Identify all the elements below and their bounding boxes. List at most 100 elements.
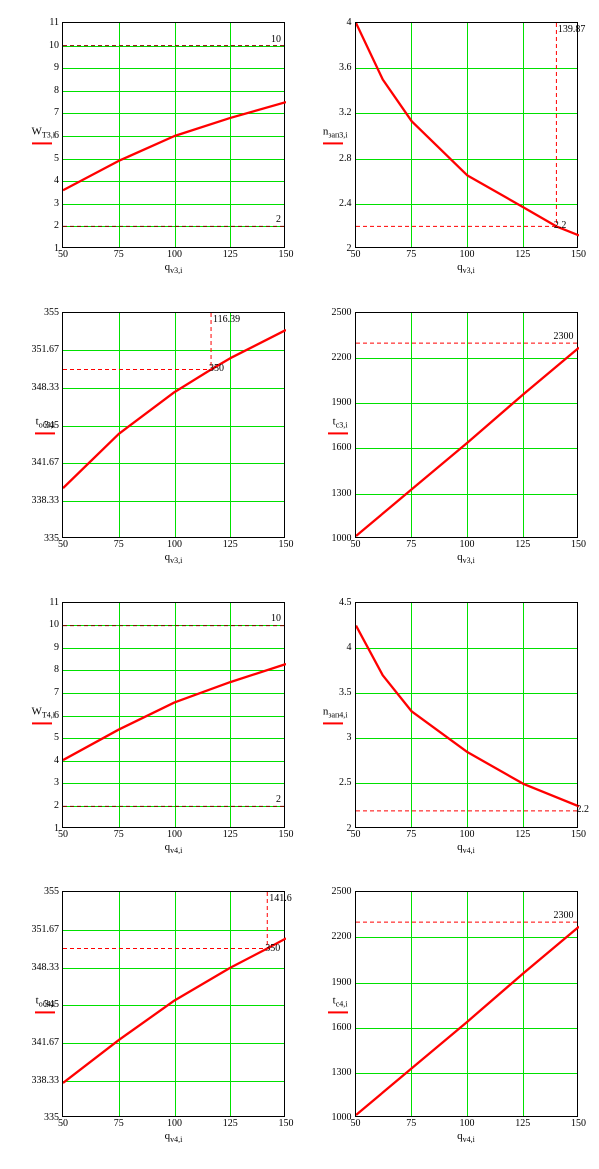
y-tick-label: 338.33	[32, 496, 60, 506]
x-tick-label: 75	[114, 250, 124, 260]
y-tick-label: 7	[54, 688, 59, 698]
y-tick-label: 2	[347, 824, 352, 834]
x-axis-label: qv4,i	[165, 841, 183, 855]
y-tick-label: 11	[49, 598, 59, 608]
y-tick-label: 4	[347, 18, 352, 28]
x-tick-label: 75	[114, 830, 124, 840]
x-tick-label: 100	[460, 250, 475, 260]
y-tick-label: 1	[54, 824, 59, 834]
y-tick-label: 1900	[332, 398, 352, 408]
annotation-label: 116.39	[213, 315, 240, 325]
x-tick-label: 150	[279, 830, 294, 840]
x-tick-label: 150	[279, 1119, 294, 1129]
y-tick-label: 351.67	[32, 345, 60, 355]
y-tick-label: 3	[347, 733, 352, 743]
data-curve	[356, 347, 579, 535]
x-tick-label: 75	[406, 250, 416, 260]
data-curve	[63, 330, 286, 488]
y-tick-label: 1	[54, 244, 59, 254]
chart-cell: 5075100125150335338.33341.67345348.33351…	[16, 308, 291, 568]
data-curve	[356, 625, 579, 806]
annotation-label: 2	[276, 795, 281, 805]
y-axis-label: tоб3,i	[35, 415, 55, 434]
plot-area: 5075100125150100013001600190022002500230…	[355, 312, 578, 538]
y-tick-label: 2500	[332, 887, 352, 897]
x-tick-label: 50	[58, 540, 68, 550]
y-axis-label: nзап3,i	[323, 125, 348, 144]
annotation-label: 2	[276, 215, 281, 225]
annotation-label: 10	[271, 35, 281, 45]
x-axis-label: qv3,i	[165, 261, 183, 275]
y-tick-label: 9	[54, 643, 59, 653]
x-tick-label: 125	[223, 1119, 238, 1129]
x-tick-label: 125	[223, 830, 238, 840]
y-tick-label: 1300	[332, 489, 352, 499]
x-tick-label: 100	[167, 1119, 182, 1129]
chart-cell: 5075100125150100013001600190022002500230…	[309, 308, 584, 568]
x-tick-label: 125	[515, 250, 530, 260]
y-tick-label: 8	[54, 665, 59, 675]
x-tick-label: 50	[351, 830, 361, 840]
y-axis-label: tc4,i	[328, 995, 348, 1014]
annotation-label: 139.87	[558, 25, 586, 35]
y-tick-label: 2.5	[339, 778, 352, 788]
y-tick-label: 1900	[332, 978, 352, 988]
y-tick-label: 2	[54, 801, 59, 811]
curve-layer	[63, 603, 286, 829]
x-tick-label: 75	[406, 540, 416, 550]
y-axis-label: tоб4,i	[35, 995, 55, 1014]
x-axis-label: qv3,i	[165, 551, 183, 565]
y-tick-label: 2200	[332, 353, 352, 363]
curve-layer	[63, 23, 286, 249]
plot-area: 507510012515022.42.83.23.642.2139.87qv3,…	[355, 22, 578, 248]
chart-cell: 50751001251501234567891011102qv4,iWT4,i	[16, 598, 291, 858]
x-tick-label: 125	[515, 830, 530, 840]
chart-grid-page: 50751001251501234567891011102qv3,iWT3,i5…	[0, 0, 599, 1169]
x-tick-label: 100	[167, 540, 182, 550]
plot-area: 50751001251501234567891011102qv4,iWT4,i	[62, 602, 285, 828]
y-tick-label: 2	[347, 244, 352, 254]
plot-area: 5075100125150100013001600190022002500230…	[355, 891, 578, 1117]
y-axis-label: nзап4,i	[323, 705, 348, 724]
x-tick-label: 100	[460, 540, 475, 550]
annotation-label: 10	[271, 614, 281, 624]
y-tick-label: 355	[44, 308, 59, 318]
y-tick-label: 348.33	[32, 963, 60, 973]
y-tick-label: 4	[54, 176, 59, 186]
x-tick-label: 150	[571, 250, 586, 260]
y-tick-label: 1300	[332, 1068, 352, 1078]
y-tick-label: 5	[54, 733, 59, 743]
y-tick-label: 2	[54, 221, 59, 231]
chart-cell: 5075100125150335338.33341.67345348.33351…	[16, 887, 291, 1147]
chart-cell: 507510012515022.533.544.52.2qv4,inзап4,i	[309, 598, 584, 858]
x-tick-label: 125	[223, 250, 238, 260]
y-tick-label: 341.67	[32, 1038, 60, 1048]
data-curve	[63, 939, 286, 1084]
x-axis-label: qv4,i	[165, 1130, 183, 1144]
x-tick-label: 150	[279, 250, 294, 260]
y-tick-label: 10	[49, 620, 59, 630]
x-tick-label: 150	[571, 1119, 586, 1129]
annotation-label: 2.2	[577, 805, 590, 815]
y-tick-label: 2500	[332, 308, 352, 318]
x-tick-label: 100	[460, 830, 475, 840]
data-curve	[356, 23, 579, 235]
x-tick-label: 75	[406, 830, 416, 840]
y-tick-label: 2.8	[339, 154, 352, 164]
x-tick-label: 50	[58, 250, 68, 260]
y-tick-label: 3	[54, 778, 59, 788]
chart-cell: 507510012515022.42.83.23.642.2139.87qv3,…	[309, 18, 584, 278]
x-tick-label: 100	[167, 250, 182, 260]
annotation-label: 2300	[554, 911, 574, 921]
y-tick-label: 355	[44, 887, 59, 897]
annotation-label: 141.6	[269, 894, 292, 904]
chart-cell: 5075100125150100013001600190022002500230…	[309, 887, 584, 1147]
x-tick-label: 50	[351, 1119, 361, 1129]
x-tick-label: 100	[460, 1119, 475, 1129]
y-tick-label: 341.67	[32, 458, 60, 468]
x-tick-label: 50	[58, 830, 68, 840]
y-tick-label: 4	[347, 643, 352, 653]
data-curve	[63, 664, 286, 760]
y-tick-label: 348.33	[32, 383, 60, 393]
curve-layer	[63, 313, 286, 539]
